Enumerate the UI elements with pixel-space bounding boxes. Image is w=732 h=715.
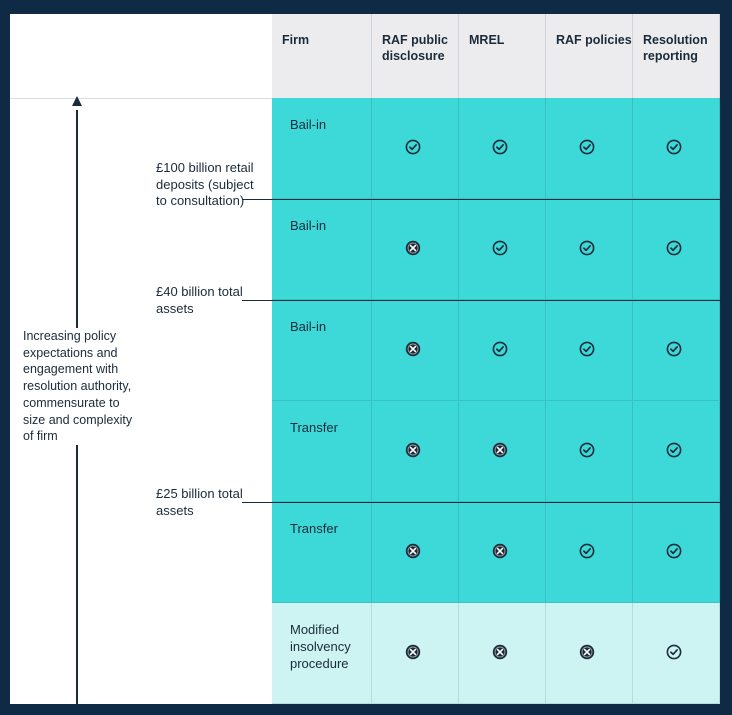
policy-grid: Firm RAF public disclosure MREL RAF poli… (272, 14, 720, 704)
column-header-mrel: MREL (459, 14, 546, 98)
firm-cell: Bail-in (272, 98, 372, 199)
policy-cell (372, 401, 459, 502)
threshold-line-40bn (242, 300, 720, 301)
firm-cell: Transfer (272, 401, 372, 502)
firm-cell: Modified insolvency procedure (272, 603, 372, 704)
policy-cell (459, 603, 546, 704)
policy-cell (633, 603, 720, 704)
check-circle-icon (405, 139, 421, 155)
firm-cell: Transfer (272, 502, 372, 603)
cross-circle-icon (579, 644, 595, 660)
check-circle-icon (492, 240, 508, 256)
cross-circle-icon (405, 240, 421, 256)
check-circle-icon (492, 139, 508, 155)
check-circle-icon (579, 341, 595, 357)
check-circle-icon (666, 442, 682, 458)
check-circle-icon (666, 341, 682, 357)
left-panel: Increasing policy expectations and engag… (10, 14, 272, 704)
threshold-line-25bn (242, 502, 720, 503)
policy-cell (633, 502, 720, 603)
arrow-up-icon (72, 96, 82, 106)
check-circle-icon (666, 644, 682, 660)
column-header-firm: Firm (272, 14, 372, 98)
policy-cell (546, 401, 633, 502)
policy-cell (372, 199, 459, 300)
firm-cell: Bail-in (272, 300, 372, 401)
policy-cell (633, 199, 720, 300)
check-circle-icon (579, 543, 595, 559)
cross-circle-icon (492, 644, 508, 660)
threshold-25bn-assets: £25 billion total assets (156, 486, 243, 518)
check-circle-icon (579, 240, 595, 256)
cross-circle-icon (405, 543, 421, 559)
check-circle-icon (492, 341, 508, 357)
policy-cell (546, 98, 633, 199)
threshold-line-retail-deposits (242, 199, 720, 200)
policy-cell (633, 300, 720, 401)
firm-cell: Bail-in (272, 199, 372, 300)
policy-cell (372, 98, 459, 199)
check-circle-icon (579, 139, 595, 155)
policy-cell (459, 199, 546, 300)
threshold-retail-deposits: £100 billion retail deposits (subject to… (156, 160, 254, 208)
header-divider (10, 98, 272, 99)
cross-circle-icon (492, 442, 508, 458)
cross-circle-icon (405, 442, 421, 458)
policy-description: Increasing policy expectations and engag… (23, 328, 145, 445)
check-circle-icon (666, 543, 682, 559)
policy-cell (633, 98, 720, 199)
policy-cell (459, 98, 546, 199)
policy-cell (546, 300, 633, 401)
cross-circle-icon (405, 341, 421, 357)
column-header-resolution-reporting: Resolution reporting (633, 14, 720, 98)
policy-cell (546, 603, 633, 704)
policy-cell (459, 502, 546, 603)
column-header-raf-public-disclosure: RAF public disclosure (372, 14, 459, 98)
check-circle-icon (579, 442, 595, 458)
column-header-raf-policies: RAF policies (546, 14, 633, 98)
policy-cell (459, 401, 546, 502)
check-circle-icon (666, 240, 682, 256)
cross-circle-icon (405, 644, 421, 660)
policy-cell (633, 401, 720, 502)
policy-cell (459, 300, 546, 401)
threshold-40bn-assets: £40 billion total assets (156, 284, 243, 316)
policy-cell (372, 603, 459, 704)
policy-cell (546, 502, 633, 603)
policy-cell (372, 300, 459, 401)
check-circle-icon (666, 139, 682, 155)
policy-cell (546, 199, 633, 300)
cross-circle-icon (492, 543, 508, 559)
policy-table-frame: Increasing policy expectations and engag… (10, 14, 720, 704)
policy-cell (372, 502, 459, 603)
